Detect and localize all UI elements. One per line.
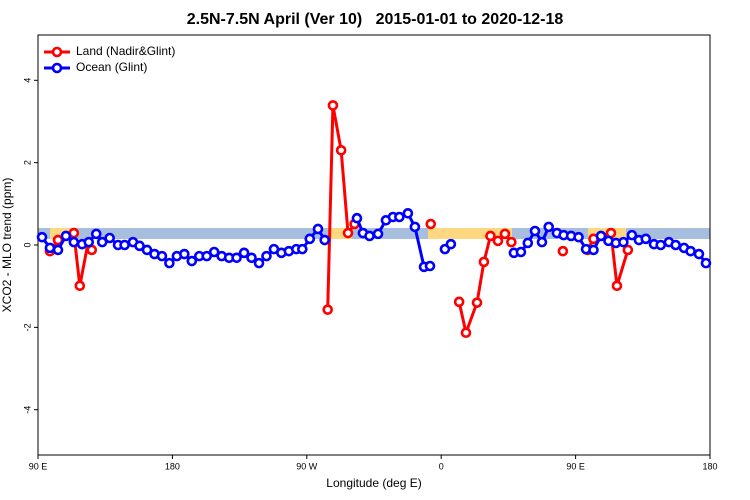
y-tick-label: -4: [22, 406, 32, 414]
y-tick-label: 0: [22, 242, 32, 247]
point: [96, 236, 108, 248]
point: [134, 240, 145, 252]
point: [618, 236, 629, 248]
legend-point: [51, 62, 63, 74]
x-tick-label: 180: [702, 461, 717, 471]
point: [342, 227, 354, 239]
point: [322, 304, 334, 315]
point: [261, 250, 272, 262]
point: [141, 244, 153, 256]
point: [536, 236, 548, 248]
point: [208, 246, 220, 258]
point: [685, 245, 696, 257]
series-line: [48, 103, 630, 335]
point: [515, 246, 527, 258]
point: [595, 230, 607, 242]
point: [522, 237, 534, 249]
point: [611, 280, 623, 292]
point: [351, 212, 363, 224]
chart-title: 2.5N-7.5N April (Ver 10) 2015-01-01 to 2…: [187, 11, 564, 28]
point: [36, 231, 48, 243]
point: [201, 250, 213, 262]
point: [83, 236, 95, 248]
point: [253, 257, 265, 269]
point: [304, 233, 316, 245]
point: [693, 248, 705, 260]
point: [44, 242, 56, 254]
x-tick-label: 180: [165, 461, 180, 471]
point: [445, 238, 457, 250]
point: [670, 239, 681, 251]
point: [74, 280, 86, 292]
point: [700, 257, 712, 269]
point: [460, 327, 472, 339]
point: [68, 236, 80, 248]
point: [246, 252, 257, 264]
point: [104, 232, 115, 244]
point: [297, 243, 308, 255]
point: [364, 230, 375, 242]
point: [478, 256, 490, 268]
point: [164, 257, 175, 269]
x-tick-label: 90 E: [566, 461, 585, 471]
legend-point: [51, 46, 63, 58]
point: [425, 218, 437, 230]
point: [557, 245, 569, 257]
point: [506, 236, 517, 248]
x-axis-label: Longitude (deg E): [326, 476, 421, 490]
point: [622, 244, 634, 256]
y-axis-label: XCO2 - MLO trend (ppm): [0, 178, 14, 313]
point: [492, 235, 504, 247]
point: [179, 248, 190, 260]
land-band: [328, 228, 352, 239]
point: [156, 250, 168, 262]
point: [424, 260, 436, 272]
y-tick-label: -2: [22, 323, 32, 331]
y-tick-label: 2: [22, 160, 32, 165]
point: [485, 230, 496, 242]
point: [499, 228, 511, 240]
point: [119, 239, 130, 251]
point: [588, 244, 599, 256]
point: [640, 233, 652, 245]
point: [529, 225, 541, 237]
point: [372, 228, 384, 240]
point: [409, 221, 421, 233]
point: [335, 144, 347, 156]
point: [231, 252, 242, 264]
point: [319, 234, 331, 246]
point: [52, 244, 64, 256]
x-tick-label: 0: [439, 461, 444, 471]
legend-label: Land (Nadir&Glint): [76, 44, 175, 58]
x-tick-label: 90 W: [296, 461, 318, 471]
point: [238, 247, 250, 259]
point: [60, 230, 72, 242]
point: [655, 239, 667, 251]
point: [312, 223, 324, 235]
point: [471, 297, 483, 308]
point: [186, 255, 198, 267]
point: [402, 207, 414, 219]
point: [543, 221, 555, 233]
point: [453, 296, 465, 308]
point: [573, 231, 584, 243]
point: [327, 100, 339, 111]
point: [90, 228, 102, 240]
y-tick-label: 4: [22, 78, 32, 83]
point: [394, 211, 405, 223]
x-tick-label: 90 E: [29, 461, 48, 471]
land-band: [428, 228, 512, 239]
point: [626, 229, 638, 241]
legend-label: Ocean (Glint): [76, 60, 147, 74]
